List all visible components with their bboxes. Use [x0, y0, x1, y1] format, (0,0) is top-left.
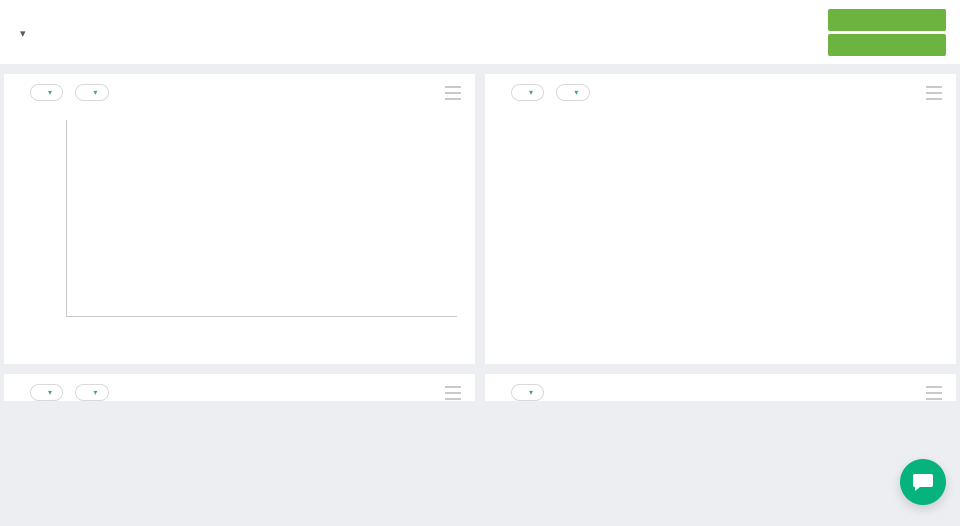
panel-usage-profile: ▾ ▾: [4, 74, 475, 364]
pie-usage: [44, 422, 214, 526]
panel-usage: ▾ ▾: [4, 374, 475, 401]
chevron-down-icon: ▾: [93, 388, 97, 397]
chevron-down-icon[interactable]: ▾: [20, 27, 26, 40]
filter-all-vehicles[interactable]: ▾: [75, 384, 108, 401]
filter-quartix-ifta[interactable]: ▾: [511, 384, 544, 401]
gauge: [485, 134, 956, 314]
save-button[interactable]: [828, 9, 946, 31]
bar-chart: [24, 120, 457, 339]
header: ▾: [0, 0, 960, 64]
chat-fab[interactable]: [900, 459, 946, 505]
chevron-down-icon: ▾: [48, 88, 52, 97]
chevron-down-icon: ▾: [529, 88, 533, 97]
filter-this-week[interactable]: ▾: [30, 384, 63, 401]
chevron-down-icon: ▾: [48, 388, 52, 397]
panel-menu-icon[interactable]: [926, 86, 942, 100]
back-to-menu-button[interactable]: [828, 34, 946, 56]
chevron-down-icon: ▾: [529, 388, 533, 397]
header-right: [814, 9, 946, 56]
panel-menu-icon[interactable]: [445, 386, 461, 400]
dashboard-grid: ▾ ▾ ▾ ▾ ▾ ▾: [0, 74, 960, 401]
filter-this-week[interactable]: ▾: [511, 84, 544, 101]
filter-all-vehicles[interactable]: ▾: [556, 84, 589, 101]
chevron-down-icon: ▾: [574, 88, 578, 97]
header-left: ▾: [14, 23, 62, 42]
panel-menu-icon[interactable]: [926, 386, 942, 400]
filter-all-vehicles[interactable]: ▾: [75, 84, 108, 101]
panel-realtime-status: ▾: [485, 374, 956, 401]
pie-realtime: [525, 422, 695, 526]
chat-icon: [911, 470, 935, 494]
panel-menu-icon[interactable]: [445, 86, 461, 100]
chevron-down-icon: ▾: [93, 88, 97, 97]
panel-number-of-stops: ▾ ▾: [485, 74, 956, 364]
filter-this-week[interactable]: ▾: [30, 84, 63, 101]
